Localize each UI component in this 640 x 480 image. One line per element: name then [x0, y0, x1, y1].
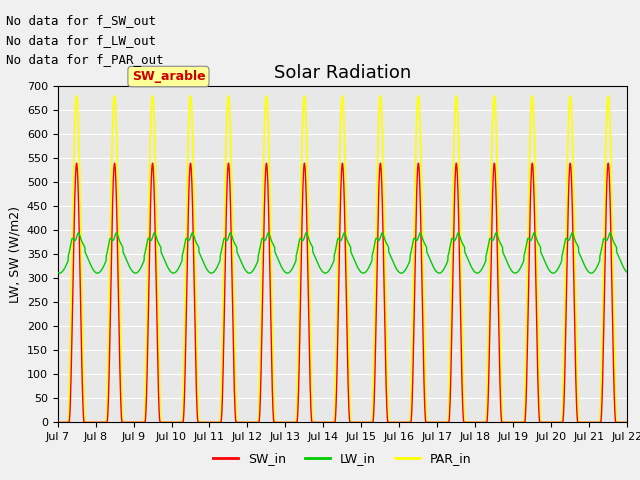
Legend: SW_in, LW_in, PAR_in: SW_in, LW_in, PAR_in	[209, 447, 476, 470]
Title: Solar Radiation: Solar Radiation	[274, 64, 411, 82]
Text: No data for f_SW_out: No data for f_SW_out	[6, 14, 156, 27]
Text: SW_arable: SW_arable	[132, 70, 205, 83]
Y-axis label: LW, SW (W/m2): LW, SW (W/m2)	[8, 206, 21, 303]
Text: No data for f_LW_out: No data for f_LW_out	[6, 34, 156, 47]
Text: No data for f_PAR_out: No data for f_PAR_out	[6, 53, 164, 66]
